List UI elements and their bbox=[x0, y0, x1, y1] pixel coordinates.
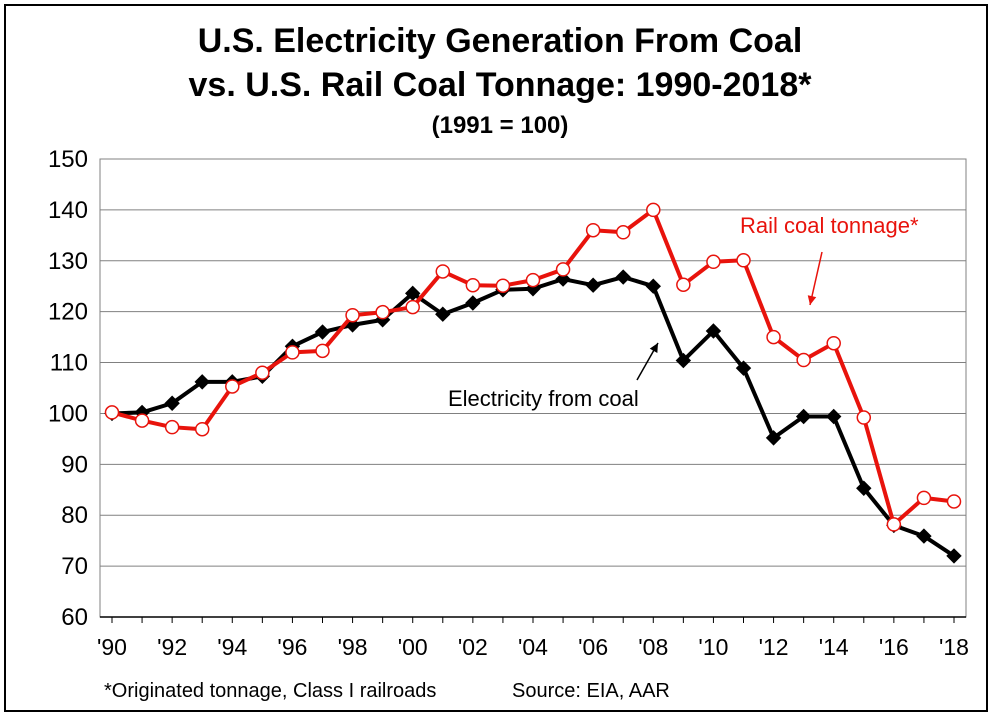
x-tick-label-'04: '04 bbox=[518, 634, 548, 660]
x-tick-label-'94: '94 bbox=[217, 634, 247, 660]
x-tick-label-'00: '00 bbox=[398, 634, 428, 660]
point-rail-2013 bbox=[796, 352, 811, 368]
point-rail-1994 bbox=[225, 379, 240, 394]
x-tick-label-'12: '12 bbox=[759, 634, 789, 660]
y-tick-label-140: 140 bbox=[48, 197, 88, 224]
x-tick-label-'16: '16 bbox=[879, 634, 909, 660]
point-electricity-2018 bbox=[946, 548, 962, 564]
annotation-arrowhead-electricity bbox=[649, 343, 658, 353]
point-electricity-2013 bbox=[795, 408, 812, 425]
point-rail-1993 bbox=[194, 421, 210, 437]
point-electricity-1997 bbox=[314, 324, 331, 340]
point-rail-2006 bbox=[585, 222, 601, 238]
y-tick-label-110: 110 bbox=[50, 350, 88, 377]
annotation-arrowhead-rail bbox=[807, 295, 817, 305]
point-rail-2002 bbox=[465, 277, 481, 293]
y-tick-label-70: 70 bbox=[61, 553, 88, 580]
x-tick-label-'18: '18 bbox=[939, 634, 969, 660]
annotation-rail-coal-tonnage: Rail coal tonnage* bbox=[740, 213, 919, 238]
point-electricity-2011 bbox=[735, 360, 752, 376]
point-rail-2008 bbox=[646, 202, 661, 218]
point-electricity-2017 bbox=[916, 528, 932, 544]
x-tick-label-'98: '98 bbox=[338, 634, 368, 660]
annotation-electricity-from-coal: Electricity from coal bbox=[448, 386, 639, 411]
point-rail-2015 bbox=[856, 410, 872, 425]
point-rail-1998 bbox=[345, 307, 360, 323]
point-rail-1992 bbox=[164, 419, 180, 435]
point-rail-2018 bbox=[946, 494, 962, 509]
source-note: Source: EIA, AAR bbox=[512, 680, 670, 702]
point-electricity-2009 bbox=[675, 352, 692, 369]
point-rail-2011 bbox=[736, 253, 751, 268]
point-rail-2005 bbox=[555, 262, 571, 277]
y-tick-label-90: 90 bbox=[61, 451, 88, 478]
point-electricity-2010 bbox=[705, 323, 722, 339]
point-rail-1995 bbox=[255, 365, 270, 380]
point-rail-2014 bbox=[826, 335, 841, 351]
chart-title-line-1: U.S. Electricity Generation From Coal bbox=[197, 22, 803, 60]
chart-frame bbox=[4, 4, 988, 712]
point-electricity-2006 bbox=[585, 277, 601, 293]
y-tick-label-150: 150 bbox=[48, 146, 88, 173]
point-rail-2007 bbox=[615, 225, 631, 240]
y-tick-label-80: 80 bbox=[61, 502, 88, 529]
point-electricity-1992 bbox=[164, 395, 180, 411]
x-tick-label-'14: '14 bbox=[819, 634, 849, 660]
point-electricity-2007 bbox=[615, 269, 631, 285]
point-rail-2010 bbox=[706, 254, 721, 270]
point-rail-2012 bbox=[766, 329, 781, 345]
point-rail-2009 bbox=[676, 277, 691, 292]
point-electricity-2002 bbox=[465, 295, 481, 311]
point-rail-2000 bbox=[405, 299, 420, 315]
point-rail-1991 bbox=[134, 413, 150, 428]
x-tick-label-'02: '02 bbox=[458, 634, 488, 660]
point-rail-1990 bbox=[104, 405, 120, 420]
y-tick-label-130: 130 bbox=[48, 248, 88, 275]
point-electricity-2008 bbox=[645, 278, 661, 294]
x-tick-label-'08: '08 bbox=[638, 634, 668, 660]
point-electricity-2001 bbox=[435, 306, 451, 322]
point-rail-2004 bbox=[525, 272, 541, 288]
point-rail-2001 bbox=[435, 264, 451, 279]
point-electricity-2014 bbox=[826, 408, 842, 425]
x-tick-label-'10: '10 bbox=[698, 634, 728, 660]
point-rail-2003 bbox=[495, 278, 511, 293]
x-tick-label-'96: '96 bbox=[277, 634, 307, 660]
x-tick-label-'90: '90 bbox=[97, 634, 127, 660]
axis-layer: 60 70 80 90 100 110 120 130 140 150 '90 '92 '94 '96 '9… bbox=[48, 146, 969, 660]
point-electricity-1993 bbox=[194, 374, 210, 390]
series-line-rail-coal-tonnage bbox=[111, 207, 955, 527]
point-rail-1999 bbox=[375, 304, 390, 320]
point-electricity-2015 bbox=[856, 480, 872, 496]
point-electricity-2012 bbox=[765, 430, 782, 446]
y-tick-label-120: 120 bbox=[48, 299, 88, 326]
point-rail-1996 bbox=[285, 345, 300, 360]
point-rail-2016 bbox=[886, 517, 902, 532]
y-tick-label-100: 100 bbox=[48, 400, 88, 427]
x-tick-label-'92: '92 bbox=[157, 634, 187, 660]
point-rail-2017 bbox=[916, 490, 932, 506]
footnote: *Originated tonnage, Class I railroads bbox=[104, 680, 437, 702]
annotation-layer: Rail coal tonnage* Electricity from coal bbox=[448, 213, 919, 411]
x-tick-label-'06: '06 bbox=[578, 634, 608, 660]
annotation-arrow-rail bbox=[809, 251, 823, 306]
point-rail-1997 bbox=[315, 343, 330, 359]
chart-subtitle: (1991 = 100) bbox=[431, 112, 569, 139]
y-tick-label-60: 60 bbox=[61, 604, 88, 631]
chart-title-line-2: vs. U.S. Rail Coal Tonnage: 1990-2018* bbox=[188, 66, 812, 104]
series-layer bbox=[104, 202, 962, 564]
